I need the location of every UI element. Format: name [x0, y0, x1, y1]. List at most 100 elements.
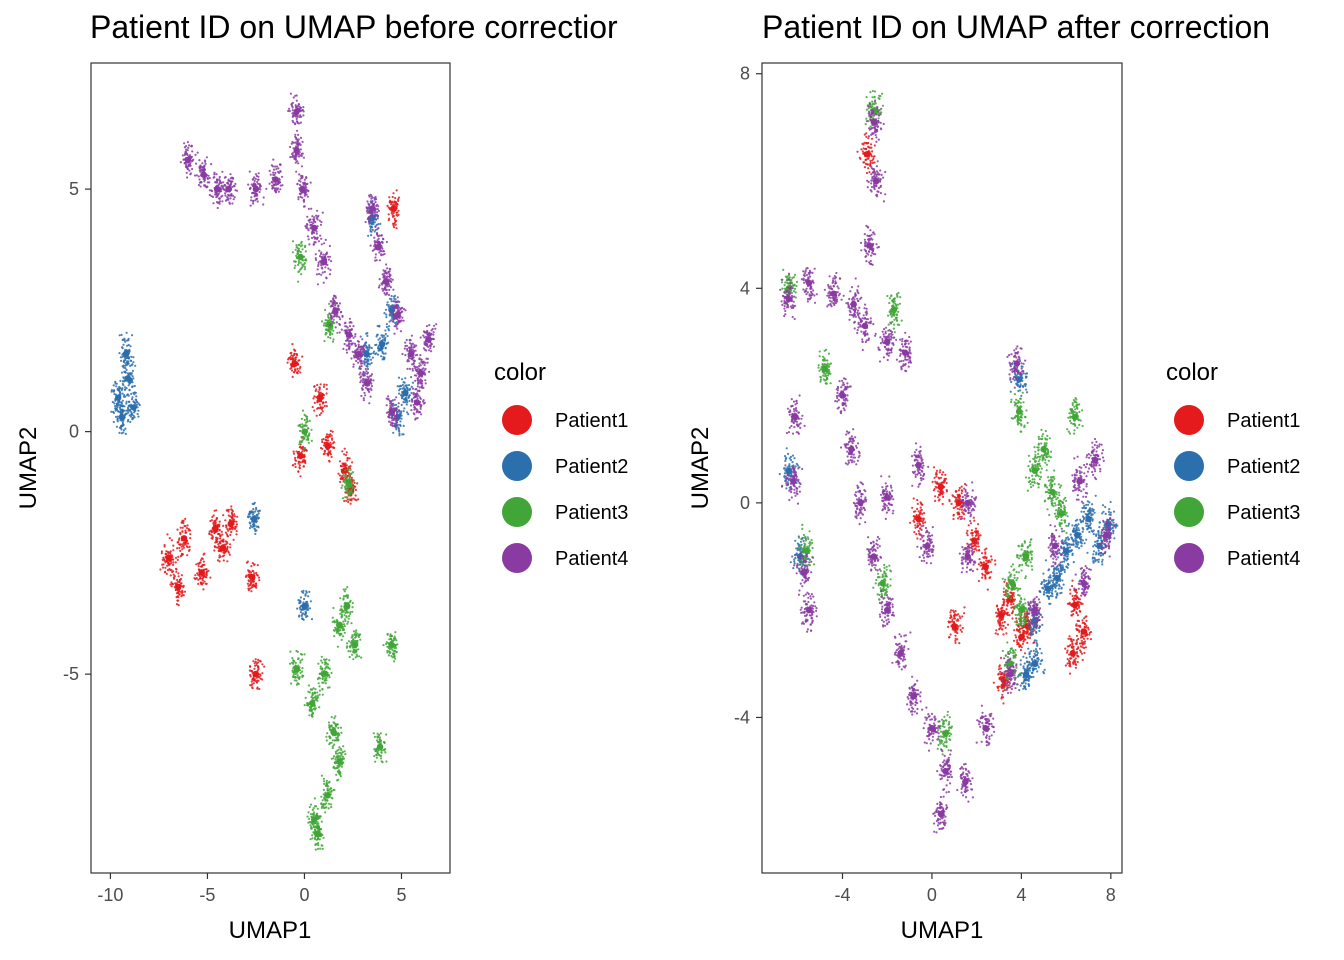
cloud-dot: [331, 320, 334, 323]
cloud-dot: [295, 129, 299, 132]
cloud-dot: [368, 353, 371, 356]
cloud-dot: [301, 409, 305, 412]
cloud-dot: [198, 165, 201, 168]
cloud-dot: [315, 396, 318, 399]
cloud-dot: [274, 183, 277, 186]
cloud-dot: [408, 399, 411, 403]
cloud-dot: [344, 469, 347, 472]
cloud-dot: [380, 355, 383, 358]
cloud-dot: [303, 459, 306, 462]
cloud-dot: [424, 331, 427, 334]
cloud-dot: [289, 358, 292, 361]
cloud-dot: [128, 404, 131, 407]
cloud-dot: [322, 793, 325, 796]
cloud-dot: [418, 357, 421, 360]
cloud-dot: [380, 751, 383, 754]
cloud-dot: [396, 643, 399, 646]
cloud-dot: [297, 143, 300, 146]
cloud-dot: [319, 828, 322, 831]
cloud-dot: [175, 582, 178, 585]
cloud-dot: [126, 344, 129, 347]
cloud-dot: [127, 349, 130, 352]
cloud-dot: [396, 323, 399, 326]
cloud-dot: [323, 452, 326, 455]
cloud-dot: [347, 498, 351, 501]
cloud-dot: [371, 203, 374, 206]
cloud-dot: [371, 212, 374, 215]
cloud-dot: [345, 499, 348, 502]
cloud-dot: [313, 231, 316, 234]
cloud-dot: [310, 618, 314, 621]
cloud-dot: [244, 575, 247, 579]
cloud-dot: [297, 658, 300, 661]
cloud-dot: [385, 411, 388, 414]
cloud-dot: [328, 255, 332, 258]
cloud-dot: [233, 196, 236, 199]
cloud-dot: [213, 171, 216, 174]
cloud-dot: [340, 753, 343, 756]
cloud-dot: [394, 423, 397, 427]
cloud-dot: [253, 667, 256, 670]
cloud-dot: [257, 665, 260, 668]
cloud-dot: [343, 322, 346, 325]
cloud-dot: [311, 708, 314, 711]
cloud-dot: [362, 399, 365, 402]
cloud-dot: [298, 257, 301, 260]
cloud-dot: [114, 409, 117, 412]
cloud-dot: [395, 396, 398, 399]
cloud-dot: [423, 401, 426, 404]
cloud-dot: [256, 516, 259, 519]
cloud-dot: [370, 234, 373, 237]
cloud-dot: [298, 443, 301, 446]
cloud-dot: [342, 463, 345, 466]
cloud-dot: [392, 203, 395, 206]
cloud-dot: [248, 170, 251, 173]
cloud-dot: [185, 163, 188, 166]
cloud-dot: [377, 744, 380, 747]
cloud-dot: [419, 336, 422, 339]
cloud-dot: [403, 398, 406, 401]
cloud-dot: [352, 645, 355, 648]
cloud-dot: [246, 582, 249, 585]
cloud-dot: [295, 354, 299, 357]
cloud-dot: [197, 568, 200, 571]
cloud-dot: [189, 533, 192, 536]
cloud-dot: [121, 424, 124, 427]
cloud-dot: [319, 847, 322, 850]
cloud-dot: [222, 547, 226, 550]
cloud-dot: [222, 559, 225, 562]
cloud-dot: [184, 537, 187, 540]
cloud-dot: [230, 176, 233, 179]
cloud-dot: [388, 288, 391, 291]
cloud-dot: [425, 349, 428, 352]
cloud-dot: [304, 421, 307, 424]
cloud-dot: [261, 672, 264, 675]
cloud-dot: [298, 424, 301, 427]
cloud-dot: [389, 638, 393, 641]
cloud-dot: [178, 537, 181, 540]
cloud-dot: [259, 677, 262, 680]
cloud-dot: [329, 793, 332, 796]
cloud-dot: [182, 584, 185, 588]
point-cloud: [176, 517, 192, 559]
cloud-dot: [406, 349, 409, 352]
cloud-dot: [435, 323, 438, 326]
cloud-dot: [200, 573, 203, 576]
cloud-dot: [292, 673, 295, 676]
cloud-dot: [122, 419, 125, 422]
cloud-dot: [343, 625, 346, 628]
cloud-dot: [322, 675, 325, 678]
cloud-dot: [204, 160, 207, 163]
cloud-dot: [197, 175, 200, 178]
cloud-dot: [163, 543, 166, 547]
cloud-dot: [304, 244, 307, 247]
cloud-dot: [347, 601, 350, 605]
cloud-dot: [364, 367, 367, 371]
cloud-dot: [366, 200, 369, 203]
cloud-dot: [381, 347, 384, 350]
cloud-dot: [128, 373, 131, 376]
cloud-dot: [344, 467, 347, 470]
cloud-dot: [322, 681, 325, 684]
cloud-dot: [272, 176, 276, 180]
